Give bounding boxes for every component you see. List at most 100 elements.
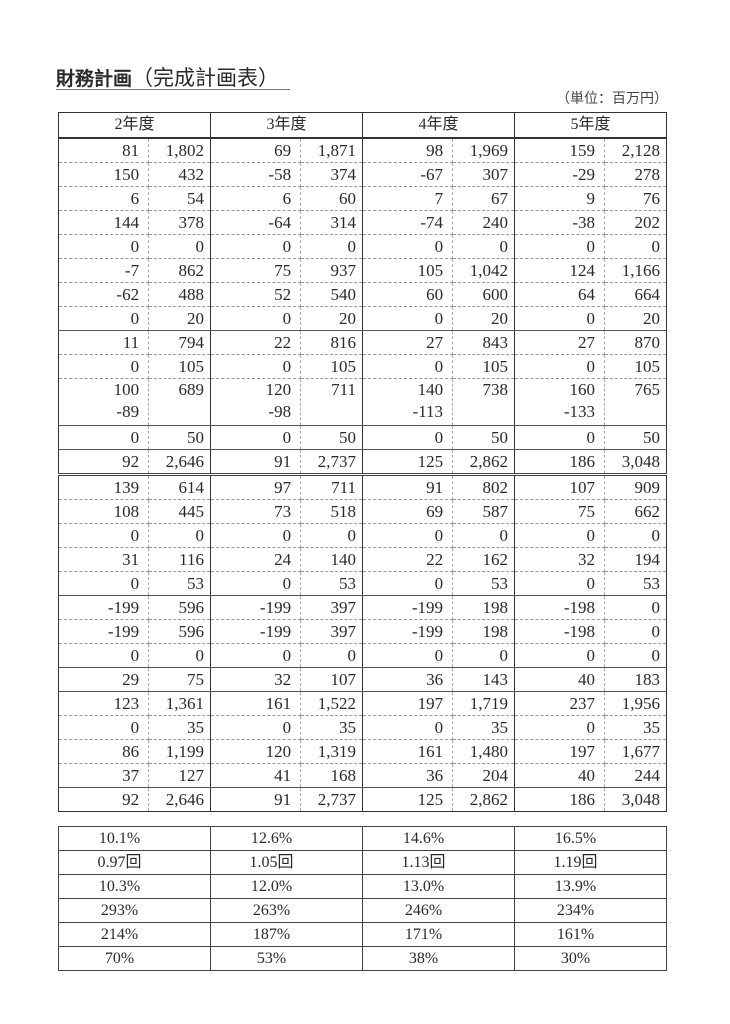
- cell-change: -74: [362, 210, 454, 235]
- cell-change: -64: [210, 210, 302, 235]
- change-value: 120: [265, 741, 292, 761]
- title-underline: [56, 89, 290, 90]
- cell-change: 0: [210, 715, 302, 740]
- ratio-cell: 187%: [210, 922, 363, 947]
- cell-change: 36: [362, 667, 454, 692]
- cell-change: 0: [57, 643, 150, 668]
- ratio-cell: 14.6%: [362, 826, 515, 851]
- change-value: 161: [417, 741, 444, 761]
- change-value: 0: [282, 356, 292, 376]
- ratio-cell: 234%: [514, 898, 667, 923]
- change-value: 186: [569, 789, 596, 809]
- cell-change: 144: [57, 210, 150, 235]
- cell-change: -199: [210, 595, 302, 620]
- cell-balance: 0: [604, 643, 667, 668]
- change-value: 91: [274, 451, 292, 471]
- cell-change: 0: [362, 306, 454, 331]
- table-row: 31 116 24 140 22 162 32 194: [57, 547, 667, 572]
- cell-balance: 689: [148, 378, 211, 426]
- change-value: 32: [578, 549, 596, 569]
- change-value: 0: [282, 236, 292, 256]
- cell-change: 120 -98: [210, 378, 302, 426]
- cell-change: 0: [362, 715, 454, 740]
- ratio-cell: 0.97回: [58, 850, 211, 875]
- change-value: 24: [274, 549, 292, 569]
- cell-balance: 53: [300, 571, 363, 596]
- cell-change: 11: [57, 330, 150, 355]
- table-row: 123 1,361 161 1,522 197 1,719 237 1,956: [57, 691, 667, 716]
- cell-change: 0: [210, 234, 302, 259]
- change-value: 92: [122, 789, 140, 809]
- cell-balance: 937: [300, 258, 363, 283]
- cell-change: 0: [514, 523, 606, 548]
- cell-change: 0: [362, 571, 454, 596]
- cell-change: 0: [514, 715, 606, 740]
- cell-change: 237: [514, 691, 606, 716]
- cell-change: -199: [57, 595, 150, 620]
- cell-balance: 765: [604, 378, 667, 426]
- change-value: -29: [572, 164, 596, 184]
- change-value-secondary: -133: [563, 402, 596, 421]
- change-value: 0: [434, 645, 444, 665]
- cell-change: 0: [362, 643, 454, 668]
- cell-balance: 1,166: [604, 258, 667, 283]
- unit-label: （単位：百万円）: [556, 92, 668, 107]
- cell-change: 150: [57, 162, 150, 187]
- change-value: 197: [569, 741, 596, 761]
- change-value: 105: [417, 260, 444, 280]
- cell-balance: 0: [148, 523, 211, 548]
- ratio-table: 10.1% 12.6% 14.6% 16.5% 0.97回 1.05回 1.13回 1.19回…: [58, 826, 667, 971]
- cell-change: 86: [57, 739, 150, 764]
- change-value: 0: [586, 645, 596, 665]
- change-value: 6: [130, 188, 140, 208]
- cell-change: 0: [210, 643, 302, 668]
- table-row: -199 596 -199 397 -199 198 -198 0: [57, 595, 667, 620]
- change-value: 125: [417, 789, 444, 809]
- cell-change: 41: [210, 763, 302, 788]
- change-value: 91: [274, 789, 292, 809]
- change-value: 97: [274, 477, 292, 497]
- cell-change: 0: [210, 425, 302, 450]
- change-value: 0: [130, 717, 140, 737]
- year-header: 5年度: [513, 112, 668, 139]
- cell-change: 9: [514, 186, 606, 211]
- cell-balance: 445: [148, 499, 211, 524]
- cell-change: 0: [362, 425, 454, 450]
- table-row: -199 596 -199 397 -199 198 -198 0: [57, 619, 667, 644]
- cell-change: 32: [514, 547, 606, 572]
- change-value: 40: [578, 765, 596, 785]
- cell-balance: 862: [148, 258, 211, 283]
- cell-change: -199: [362, 595, 454, 620]
- cell-balance: 794: [148, 330, 211, 355]
- cell-balance: 1,042: [452, 258, 515, 283]
- cell-balance: 53: [148, 571, 211, 596]
- cell-balance: 909: [604, 474, 667, 500]
- cell-balance: 1,802: [148, 138, 211, 163]
- ratio-cell: 16.5%: [514, 826, 667, 851]
- cell-balance: 53: [604, 571, 667, 596]
- cell-change: 97: [210, 474, 302, 500]
- cell-balance: 2,862: [452, 449, 515, 476]
- cell-change: 36: [362, 763, 454, 788]
- cell-balance: 60: [300, 186, 363, 211]
- change-value: 0: [130, 356, 140, 376]
- cell-change: 161: [210, 691, 302, 716]
- cell-change: 52: [210, 282, 302, 307]
- cell-balance: 2,646: [148, 787, 211, 812]
- cell-change: 22: [210, 330, 302, 355]
- financial-plan-table: 2年度 3年度 4年度 5年度 81 1,802 69 1,871 98 1,969 159 2,1…: [57, 112, 668, 812]
- cell-balance: 1,956: [604, 691, 667, 716]
- cell-balance: 20: [604, 306, 667, 331]
- change-value: -199: [259, 597, 292, 617]
- change-value: -199: [411, 597, 444, 617]
- cell-change: 40: [514, 667, 606, 692]
- cell-change: -199: [210, 619, 302, 644]
- table-row: 6 54 6 60 7 67 9 76: [57, 186, 667, 211]
- cell-change: 91: [210, 787, 302, 812]
- cell-change: 0: [57, 234, 150, 259]
- change-value: 29: [122, 669, 140, 689]
- change-value: 0: [130, 525, 140, 545]
- cell-change: 0: [362, 234, 454, 259]
- change-value: 92: [122, 451, 140, 471]
- cell-balance: 596: [148, 619, 211, 644]
